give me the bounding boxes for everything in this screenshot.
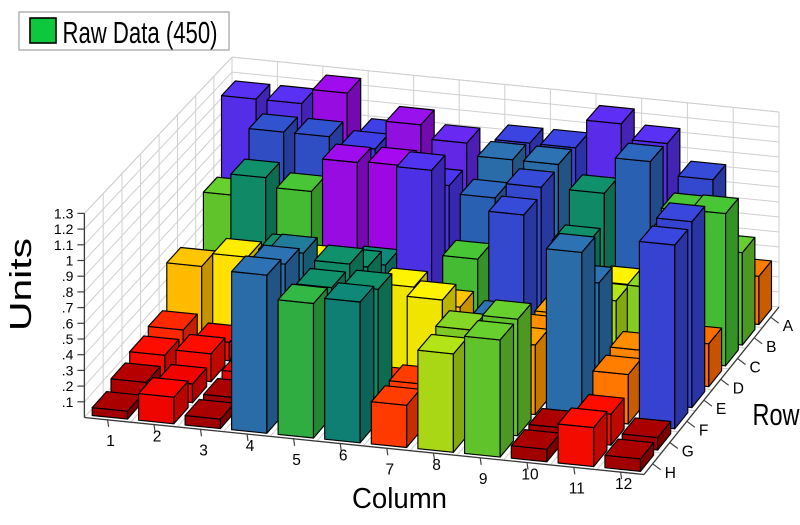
svg-text:1: 1 [66,253,74,269]
svg-text:A: A [783,318,794,335]
svg-text:5: 5 [292,452,301,469]
svg-text:.6: .6 [62,315,74,331]
svg-text:F: F [699,422,708,439]
svg-text:.5: .5 [62,331,74,347]
svg-text:.9: .9 [62,268,74,284]
svg-text:Row: Row [753,397,800,432]
svg-text:.2: .2 [62,378,74,394]
svg-text:1.2: 1.2 [54,221,74,237]
svg-text:2: 2 [153,429,162,446]
svg-text:.7: .7 [62,300,74,316]
svg-text:9: 9 [479,471,488,488]
svg-text:Column: Column [352,483,447,515]
svg-text:.1: .1 [62,394,74,410]
svg-text:B: B [766,339,776,356]
svg-text:H: H [665,465,676,482]
svg-text:E: E [716,401,726,418]
svg-text:10: 10 [521,467,539,484]
svg-text:G: G [682,444,694,461]
svg-text:4: 4 [246,438,255,455]
svg-text:6: 6 [339,448,348,465]
svg-text:11: 11 [569,480,585,497]
svg-text:Raw Data (450): Raw Data (450) [63,15,218,50]
svg-text:.4: .4 [62,347,74,363]
svg-text:1.3: 1.3 [54,205,74,221]
svg-text:7: 7 [385,461,394,478]
svg-text:12: 12 [615,476,632,493]
svg-text:1: 1 [106,433,115,450]
svg-text:C: C [750,360,761,377]
svg-text:8: 8 [432,457,441,474]
svg-text:Units: Units [3,238,38,331]
svg-text:3: 3 [199,442,208,459]
svg-text:.8: .8 [62,284,74,300]
svg-text:.3: .3 [62,362,74,378]
svg-text:D: D [733,380,744,397]
svg-text:1.1: 1.1 [54,237,74,253]
